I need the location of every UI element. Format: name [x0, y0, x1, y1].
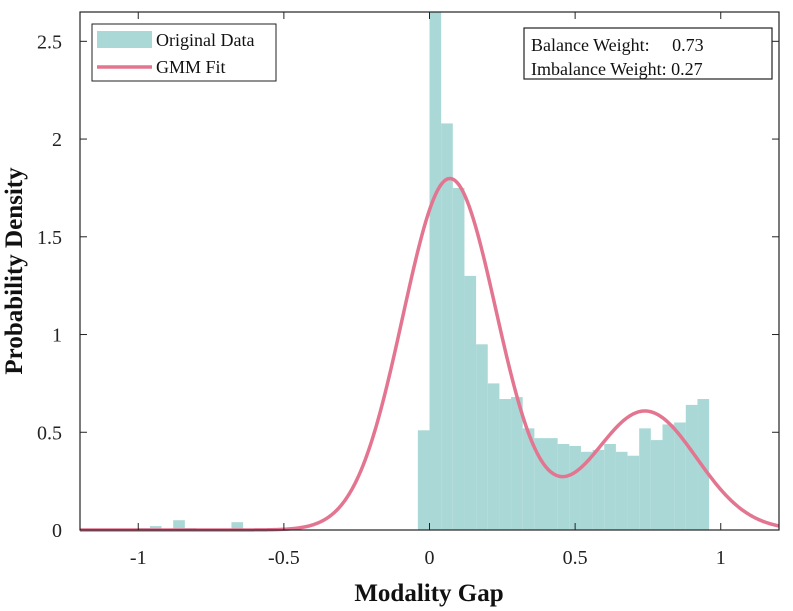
histogram-bar [627, 455, 640, 530]
annotation-box [523, 27, 773, 80]
x-tick-label: -1 [130, 547, 147, 569]
histogram-bar [534, 438, 546, 530]
histogram-bar [662, 424, 675, 530]
histogram-bar [487, 383, 500, 530]
histogram-bar [452, 187, 465, 530]
histogram-bar [231, 522, 244, 530]
weights-annotation: Balance Weight: 0.73 Imbalance Weight: 0… [523, 27, 773, 80]
x-tick-label: 0.5 [563, 547, 588, 569]
y-axis-title: Probability Density [1, 167, 28, 375]
histogram-bar [569, 445, 581, 530]
x-axis-ticks: -1 -0.5 0 0.5 1 [130, 12, 726, 569]
histogram-bar [650, 440, 663, 530]
y-tick-label: 2 [52, 129, 62, 151]
y-axis-ticks: 0 0.5 1 1.5 2 2.5 [37, 31, 779, 542]
histogram-bar [685, 404, 698, 530]
imbalance-weight-text: Imbalance Weight: 0.27 [531, 59, 703, 79]
histogram-bar [546, 438, 558, 530]
y-tick-label: 0.5 [37, 422, 62, 444]
histogram-bar [604, 443, 616, 530]
x-axis-title: Modality Gap [354, 580, 503, 607]
histogram-bar [674, 422, 686, 530]
histogram-bar [441, 123, 453, 530]
y-tick-label: 1.5 [37, 227, 62, 249]
histogram-bar [639, 428, 651, 530]
histogram-bar [580, 451, 593, 530]
histogram-bar [615, 451, 628, 530]
histogram-bar [522, 428, 535, 530]
x-tick-label: 0 [425, 547, 435, 569]
histogram-bar [476, 344, 488, 530]
histogram-bar [499, 399, 512, 530]
legend-label-gmm-fit: GMM Fit [156, 57, 226, 77]
histogram-bar [417, 430, 430, 530]
histogram-bar [511, 397, 523, 530]
histogram-bar [592, 449, 605, 530]
histogram-bar [429, 12, 442, 530]
x-tick-label: 1 [716, 547, 726, 569]
y-tick-label: 1 [52, 325, 62, 347]
legend: Original Data GMM Fit [91, 23, 277, 82]
legend-label-original-data: Original Data [156, 30, 254, 50]
balance-weight-text: Balance Weight: 0.73 [531, 35, 704, 55]
y-tick-label: 0 [52, 520, 62, 542]
x-tick-label: -0.5 [268, 547, 300, 569]
legend-patch-original-data [97, 31, 152, 48]
y-tick-label: 2.5 [37, 31, 62, 53]
histogram-bar [173, 520, 185, 530]
histogram-bar [464, 275, 477, 530]
histogram-bar [149, 526, 162, 530]
histogram-bar [557, 443, 570, 530]
